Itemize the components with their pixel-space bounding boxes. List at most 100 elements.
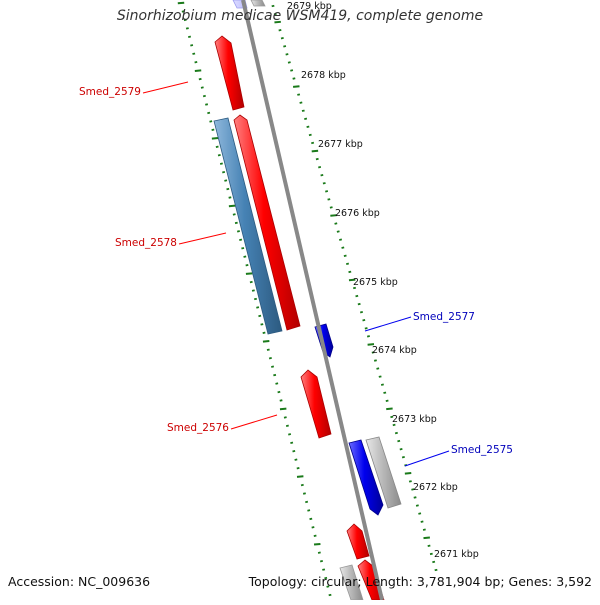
inner-ring-minor-tick — [318, 165, 322, 169]
outer-ring-major-tick — [177, 1, 185, 5]
outer-ring-minor-tick — [324, 576, 328, 580]
gene-leader-line — [142, 81, 189, 94]
inner-ring-minor-tick — [434, 568, 438, 572]
kbp-label: 2673 kbp — [392, 414, 437, 425]
kbp-label: 2674 kbp — [372, 345, 417, 356]
inner-ring-major-tick — [404, 472, 412, 475]
outer-ring-minor-tick — [296, 466, 300, 470]
genome-summary-text: Topology: circular; Length: 3,781,904 bp… — [248, 574, 592, 589]
kbp-label: 2671 kbp — [434, 549, 479, 560]
outer-ring-minor-tick — [245, 263, 249, 267]
inner-tick-ring — [271, 4, 438, 572]
inner-ring-minor-tick — [311, 141, 315, 145]
inner-ring-major-tick — [274, 20, 281, 24]
inner-ring-minor-tick — [285, 53, 289, 56]
gene-leader-line — [364, 316, 412, 332]
inner-ring-minor-tick — [392, 423, 396, 427]
inner-ring-minor-tick — [273, 12, 277, 16]
outer-ring-minor-tick — [275, 382, 279, 385]
smed-2575-arrow — [348, 439, 384, 516]
inner-ring-minor-tick — [278, 28, 282, 32]
outer-ring-major-tick — [296, 475, 304, 478]
outer-ring-minor-tick — [209, 120, 213, 123]
inner-ring-minor-tick — [371, 351, 375, 354]
outer-ring-minor-tick — [183, 18, 187, 22]
outer-ring-minor-tick — [262, 331, 266, 335]
inner-ring-minor-tick — [373, 359, 377, 362]
outer-ring-major-tick — [262, 339, 270, 343]
inner-ring-minor-tick — [362, 319, 366, 322]
inner-ring-minor-tick — [271, 4, 275, 8]
outer-ring-minor-tick — [224, 179, 228, 182]
inner-ring-minor-tick — [320, 174, 324, 177]
inner-ring-minor-tick — [301, 109, 305, 112]
inner-ring-minor-tick — [376, 367, 380, 370]
inner-ring-major-tick — [311, 149, 319, 153]
outer-ring-minor-tick — [288, 433, 292, 436]
outer-ring-major-tick — [279, 407, 287, 411]
gene-label[interactable]: Smed_2577 — [413, 311, 475, 323]
outer-ring-minor-tick — [279, 399, 283, 402]
inner-ring-minor-tick — [420, 520, 424, 523]
gene-features — [213, 0, 402, 601]
outer-ring-minor-tick — [234, 221, 238, 225]
outer-ring-minor-tick — [253, 297, 258, 301]
inner-ring-minor-tick — [290, 69, 294, 72]
outer-ring-minor-tick — [313, 534, 317, 537]
outer-ring-minor-tick — [249, 280, 253, 284]
inner-ring-minor-tick — [383, 391, 387, 394]
inner-ring-minor-tick — [327, 198, 331, 201]
outer-ring-major-tick — [313, 542, 321, 546]
outer-ring-minor-tick — [236, 230, 240, 233]
gene-label[interactable]: Smed_2576 — [167, 422, 229, 434]
inner-ring-minor-tick — [385, 399, 389, 402]
outer-ring-major-tick — [228, 204, 236, 208]
accession-text: Accession: NC_009636 — [8, 574, 151, 589]
outer-ring-minor-tick — [319, 559, 323, 563]
lower-forward-arrow-1 — [346, 523, 370, 560]
kbp-tick-labels: 2679 kbp 2678 kbp 2677 kbp 2676 kbp 2675 kbp… — [287, 1, 479, 560]
outer-ring-minor-tick — [181, 10, 185, 13]
outer-ring-minor-tick — [198, 77, 202, 81]
outer-ring-minor-tick — [309, 517, 313, 521]
inner-ring-minor-tick — [352, 286, 357, 290]
outer-ring-minor-tick — [273, 373, 277, 377]
inner-ring-minor-tick — [427, 544, 431, 548]
outer-ring-minor-tick — [302, 492, 306, 495]
outer-ring-minor-tick — [328, 593, 332, 597]
outer-ring-minor-tick — [326, 585, 330, 588]
gene-label[interactable]: Smed_2575 — [451, 444, 513, 456]
inner-ring-minor-tick — [378, 375, 382, 378]
inner-ring-minor-tick — [325, 190, 329, 193]
outer-ring-minor-tick — [228, 196, 232, 199]
kbp-label: 2677 kbp — [318, 139, 363, 150]
outer-ring-minor-tick — [311, 526, 315, 529]
inner-ring-minor-tick — [415, 504, 419, 507]
inner-ring-minor-tick — [399, 447, 403, 451]
outer-ring-minor-tick — [307, 509, 311, 512]
genome-backbone — [241, 0, 384, 601]
outer-ring-minor-tick — [188, 35, 192, 39]
outer-ring-minor-tick — [243, 255, 247, 258]
inner-ring-minor-tick — [297, 93, 301, 96]
inner-ring-minor-tick — [408, 480, 412, 483]
gene-label[interactable]: Smed_2578 — [115, 237, 177, 249]
gene-label[interactable]: Smed_2579 — [79, 86, 141, 98]
outer-ring-minor-tick — [232, 213, 236, 216]
inner-ring-minor-tick — [292, 77, 296, 80]
outer-ring-minor-tick — [192, 52, 196, 55]
outer-ring-major-tick — [211, 137, 219, 140]
inner-ring-minor-tick — [357, 302, 361, 306]
inner-ring-minor-tick — [380, 383, 384, 386]
inner-ring-minor-tick — [336, 230, 340, 233]
inner-ring-major-tick — [348, 278, 356, 282]
genome-title: Sinorhizobium medicae WSM419, complete g… — [116, 8, 484, 24]
inner-ring-minor-tick — [339, 238, 343, 241]
outer-ring-minor-tick — [239, 238, 243, 241]
outer-ring-minor-tick — [266, 348, 270, 351]
outer-ring-minor-tick — [277, 390, 281, 394]
outer-ring-minor-tick — [294, 458, 298, 461]
inner-ring-minor-tick — [418, 512, 422, 515]
